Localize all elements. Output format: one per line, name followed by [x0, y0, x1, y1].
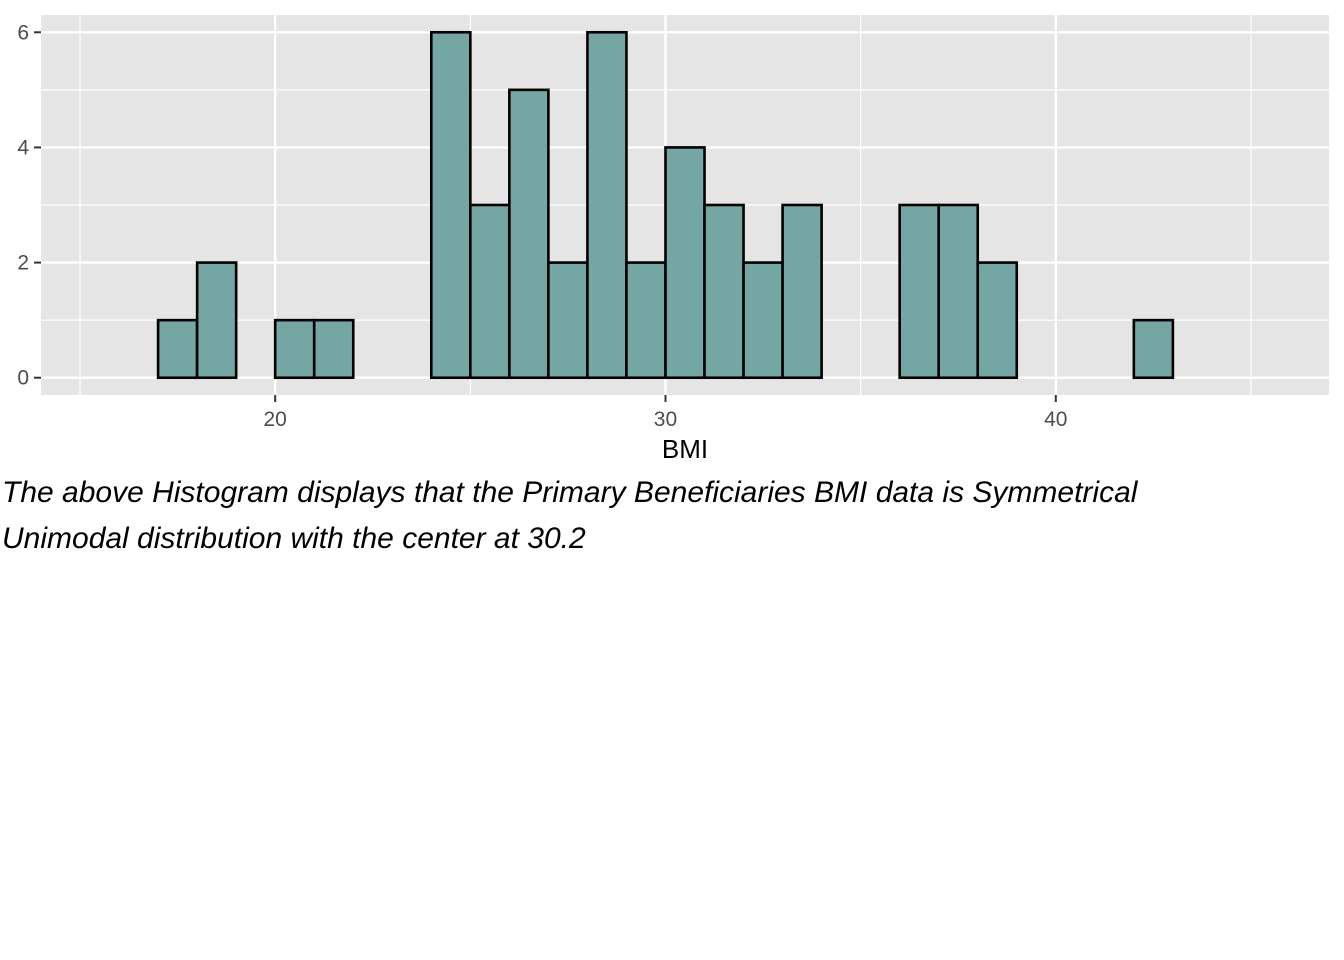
x-tick-label: 40: [1044, 408, 1067, 431]
y-tick-label: 0: [17, 367, 29, 390]
x-axis-title: BMI: [662, 434, 708, 464]
y-tick-label: 6: [17, 21, 29, 44]
histogram-bar: [781, 203, 823, 380]
x-axis: 20 30 40: [264, 395, 1067, 431]
histogram-bar: [586, 30, 628, 380]
histogram-bar: [469, 203, 511, 380]
y-axis: 0 2 4 6: [17, 21, 41, 390]
caption-line-2: Unimodal distribution with the center at…: [2, 522, 586, 555]
histogram-bars: [156, 30, 1175, 380]
histogram-bar: [703, 203, 745, 380]
histogram-bar: [195, 261, 238, 380]
histogram-bar: [430, 30, 472, 380]
histogram-bar: [547, 261, 589, 380]
histogram-bar: [508, 88, 550, 380]
histogram-bar: [625, 261, 667, 380]
chart-caption: The above Histogram displays that the Pr…: [2, 470, 1322, 562]
histogram-bar: [742, 261, 784, 380]
histogram-chart: 0 2 4 6 20 30 40 BMI: [17, 15, 1329, 464]
x-tick-label: 20: [264, 408, 287, 431]
y-tick-label: 4: [17, 136, 29, 159]
histogram-bar: [312, 318, 355, 380]
histogram-bar: [976, 261, 1019, 380]
histogram-bar: [664, 146, 706, 380]
histogram-bar: [898, 203, 940, 380]
histogram-bar: [1132, 318, 1175, 380]
histogram-bar: [156, 318, 199, 380]
y-tick-label: 2: [17, 252, 29, 275]
histogram-bar: [273, 318, 316, 380]
histogram-bar: [937, 203, 980, 380]
x-tick-label: 30: [654, 408, 677, 431]
caption-line-1: The above Histogram displays that the Pr…: [2, 476, 1138, 509]
